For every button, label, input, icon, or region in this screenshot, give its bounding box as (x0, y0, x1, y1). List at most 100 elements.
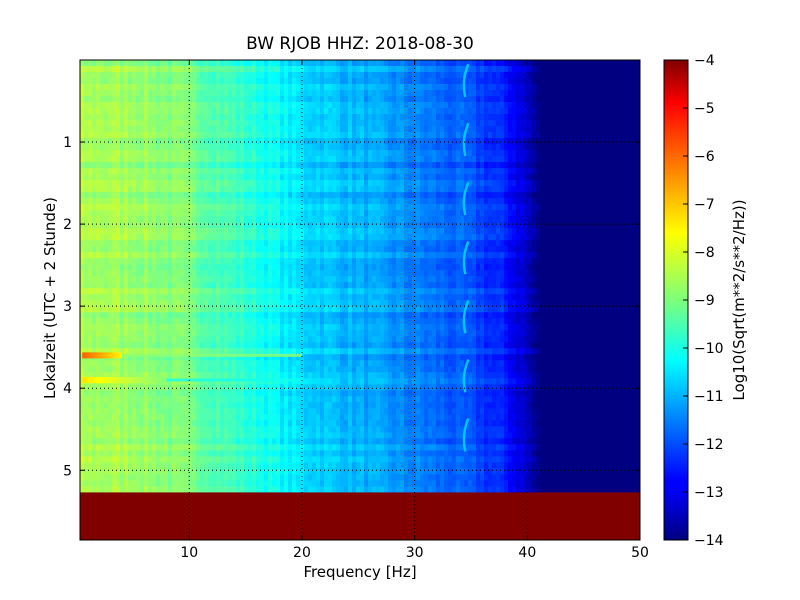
heatmap-cell (288, 84, 293, 91)
heatmap-cell (352, 60, 357, 67)
heatmap-cell (540, 84, 545, 91)
heatmap-cell (212, 258, 217, 265)
heatmap-cell (624, 150, 629, 157)
heatmap-cell (108, 60, 113, 67)
heatmap-cell (444, 186, 449, 193)
heatmap-cell (220, 216, 225, 223)
heatmap-cell (276, 66, 281, 73)
heatmap-cell (272, 222, 277, 229)
heatmap-cell (488, 162, 493, 169)
heatmap-cell (120, 168, 125, 175)
heatmap-cell (380, 174, 385, 181)
heatmap-cell (500, 234, 505, 241)
heatmap-cell (240, 90, 245, 97)
heatmap-cell (556, 102, 561, 109)
heatmap-cell (164, 72, 169, 79)
heatmap-cell (276, 96, 281, 103)
heatmap-cell (244, 78, 249, 85)
heatmap-cell (616, 234, 621, 241)
heatmap-cell (440, 210, 445, 217)
heatmap-cell (284, 174, 289, 181)
heatmap-cell (448, 174, 453, 181)
heatmap-cell (252, 144, 257, 151)
heatmap-cell (544, 96, 549, 103)
heatmap-cell (440, 108, 445, 115)
heatmap-cell (332, 144, 337, 151)
heatmap-cell (328, 126, 333, 133)
heatmap-cell (108, 198, 113, 205)
heatmap-cell (288, 150, 293, 157)
heatmap-cell (136, 156, 141, 163)
heatmap-cell (396, 60, 401, 67)
heatmap-cell (388, 96, 393, 103)
heatmap-cell (320, 180, 325, 187)
heatmap-cell (96, 102, 101, 109)
heatmap-cell (268, 228, 273, 235)
heatmap-cell (404, 126, 409, 133)
heatmap-cell (468, 210, 473, 217)
heatmap-cell (400, 186, 405, 193)
heatmap-cell (604, 78, 609, 85)
heatmap-cell (296, 66, 301, 73)
heatmap-cell (204, 108, 209, 115)
heatmap-cell (296, 84, 301, 91)
heatmap-cell (520, 264, 525, 271)
heatmap-cell (416, 72, 421, 79)
heatmap-cell (496, 204, 501, 211)
heatmap-cell (360, 156, 365, 163)
heatmap-cell (528, 240, 533, 247)
heatmap-cell (424, 156, 429, 163)
heatmap-cell (532, 252, 537, 259)
heatmap-cell (496, 234, 501, 241)
heatmap-cell (116, 186, 121, 193)
heatmap-cell (636, 78, 640, 85)
heatmap-cell (604, 240, 609, 247)
heatmap-cell (452, 66, 457, 73)
heatmap-cell (96, 180, 101, 187)
heatmap-cell (436, 204, 441, 211)
heatmap-cell (184, 72, 189, 79)
heatmap-cell (180, 162, 185, 169)
heatmap-cell (388, 150, 393, 157)
heatmap-cell (272, 120, 277, 127)
heatmap-cell (624, 168, 629, 175)
heatmap-cell (168, 210, 173, 217)
heatmap-cell (376, 270, 381, 277)
heatmap-cell (588, 108, 593, 115)
heatmap-cell (168, 264, 173, 271)
heatmap-cell (604, 120, 609, 127)
heatmap-cell (376, 258, 381, 265)
heatmap-cell (272, 114, 277, 121)
heatmap-cell (484, 78, 489, 85)
heatmap-cell (172, 198, 177, 205)
heatmap-cell (176, 264, 181, 271)
heatmap-cell (168, 174, 173, 181)
heatmap-cell (520, 258, 525, 265)
heatmap-cell (512, 126, 517, 133)
heatmap-cell (204, 126, 209, 133)
heatmap-cell (224, 96, 229, 103)
heatmap-cell (200, 234, 205, 241)
heatmap-cell (272, 144, 277, 151)
heatmap-cell (512, 102, 517, 109)
heatmap-cell (320, 90, 325, 97)
heatmap-cell (596, 252, 601, 259)
heatmap-cell (492, 60, 497, 67)
heatmap-cell (152, 198, 157, 205)
heatmap-cell (508, 60, 513, 67)
heatmap-cell (376, 108, 381, 115)
heatmap-cell (560, 216, 565, 223)
heatmap-cell (532, 96, 537, 103)
heatmap-cell (152, 240, 157, 247)
heatmap-cell (348, 78, 353, 85)
heatmap-cell (228, 198, 233, 205)
heatmap-cell (224, 264, 229, 271)
heatmap-cell (384, 66, 389, 73)
heatmap-cell (368, 126, 373, 133)
heatmap-cell (524, 150, 529, 157)
heatmap-cell (600, 150, 605, 157)
heatmap-cell (228, 270, 233, 277)
heatmap-cell (556, 174, 561, 181)
heatmap-cell (256, 108, 261, 115)
heatmap-cell (372, 72, 377, 79)
